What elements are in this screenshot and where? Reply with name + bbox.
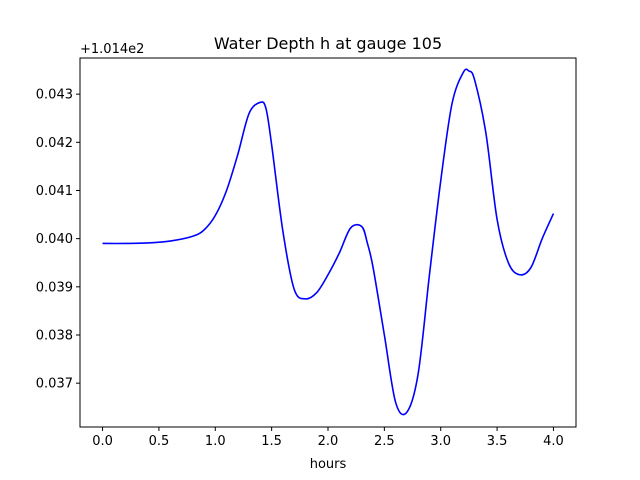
x-tick-label: 4.0 [543,434,564,449]
x-tick-label: 2.0 [318,434,339,449]
y-tick-label: 0.039 [36,280,73,295]
y-tick-label: 0.040 [36,232,73,247]
chart-title: Water Depth h at gauge 105 [214,34,442,53]
x-axis-label: hours [310,457,347,472]
plot-frame [79,57,577,428]
x-tick-label: 0.5 [149,434,170,449]
y-tick-label: 0.041 [36,184,73,199]
x-tick-label: 1.5 [261,434,282,449]
y-tick-label: 0.038 [36,328,73,343]
x-tick-label: 3.5 [487,434,508,449]
y-tick-label: 0.042 [36,136,73,151]
x-tick-label: 0.0 [92,434,113,449]
x-tick-label: 3.0 [430,434,451,449]
y-tick-label: 0.037 [36,377,73,392]
x-tick-label: 1.0 [205,434,226,449]
series-line-0 [102,68,555,416]
ticks-layer: 0.0 0.5 1.0 1.5 2.0 2.5 3.0 3.5 4.0 0.037 0.038 0.0… [36,88,564,449]
y-tick-label: 0.043 [36,88,73,103]
plot-area [102,68,555,416]
x-tick-label: 2.5 [374,434,395,449]
y-offset-label: +1.014e2 [80,42,144,57]
